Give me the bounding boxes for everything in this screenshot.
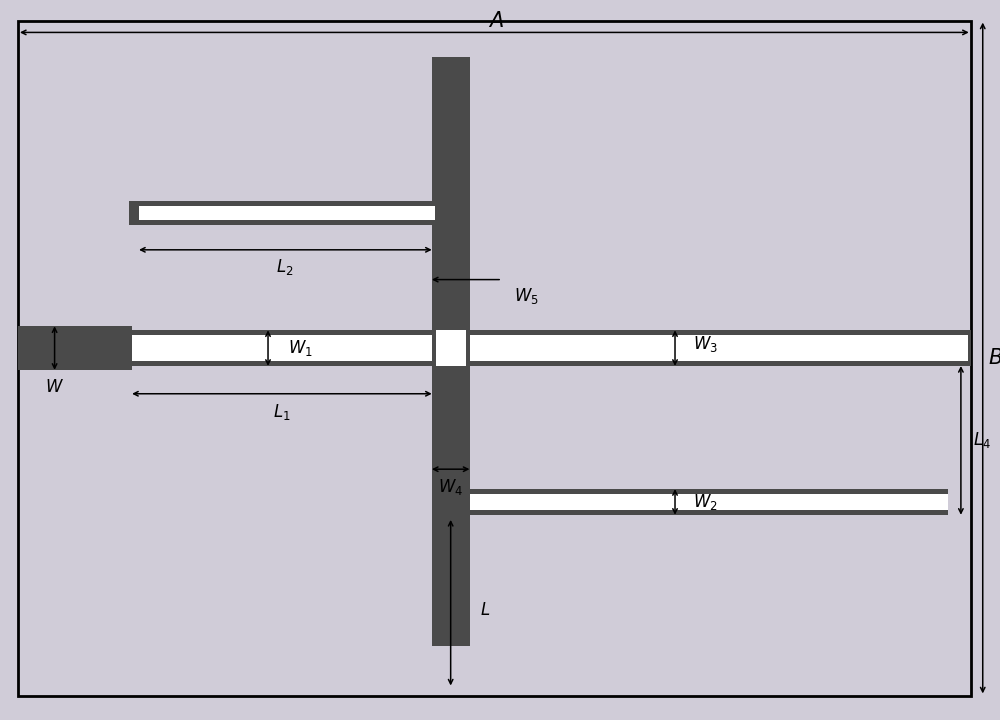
- Bar: [129, 201, 435, 225]
- Text: $W_4$: $W_4$: [438, 477, 463, 497]
- Bar: [432, 57, 470, 330]
- Text: $W$: $W$: [45, 379, 64, 396]
- Text: $L_4$: $L_4$: [973, 431, 991, 451]
- Bar: [432, 366, 470, 489]
- Text: $A$: $A$: [488, 11, 504, 30]
- Text: $W_3$: $W_3$: [693, 334, 718, 354]
- Bar: [139, 206, 435, 220]
- Text: $L$: $L$: [480, 602, 491, 618]
- Bar: [132, 336, 432, 361]
- Bar: [432, 515, 470, 646]
- Text: $W_2$: $W_2$: [693, 492, 718, 512]
- Bar: [432, 489, 470, 515]
- Text: $W_1$: $W_1$: [288, 338, 313, 358]
- Text: $W_5$: $W_5$: [514, 287, 539, 307]
- Bar: [470, 494, 948, 510]
- Bar: [436, 330, 466, 366]
- Bar: [470, 336, 968, 361]
- Text: $B$: $B$: [988, 348, 1000, 368]
- Bar: [18, 326, 132, 370]
- Text: $L_1$: $L_1$: [273, 402, 291, 422]
- Bar: [18, 330, 971, 366]
- Bar: [470, 489, 948, 515]
- Text: $L_2$: $L_2$: [276, 257, 294, 276]
